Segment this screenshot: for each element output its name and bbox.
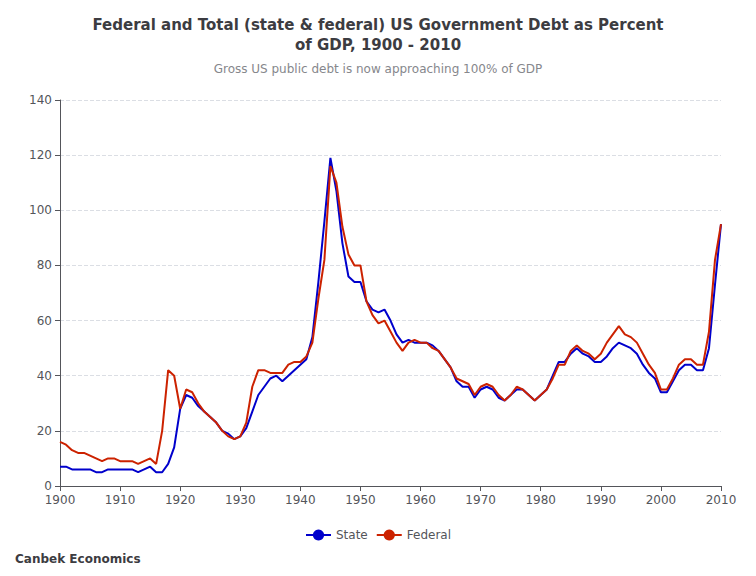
- svg-text:1900: 1900: [45, 493, 76, 507]
- svg-text:1980: 1980: [525, 493, 556, 507]
- svg-text:2000: 2000: [646, 493, 677, 507]
- svg-text:Canbek Economics: Canbek Economics: [15, 552, 141, 566]
- svg-text:100: 100: [29, 203, 52, 217]
- svg-text:80: 80: [37, 258, 52, 272]
- svg-text:1970: 1970: [465, 493, 496, 507]
- svg-text:1930: 1930: [225, 493, 256, 507]
- svg-text:of GDP, 1900 - 2010: of GDP, 1900 - 2010: [295, 36, 461, 54]
- svg-text:Gross US public debt is now ap: Gross US public debt is now approaching …: [214, 62, 543, 76]
- svg-text:Federal and Total (state & fed: Federal and Total (state & federal) US G…: [92, 16, 663, 34]
- svg-text:Federal: Federal: [407, 528, 451, 542]
- svg-text:1920: 1920: [165, 493, 196, 507]
- svg-text:State: State: [336, 528, 368, 542]
- svg-text:1940: 1940: [285, 493, 316, 507]
- svg-text:120: 120: [29, 148, 52, 162]
- svg-text:60: 60: [37, 314, 52, 328]
- svg-text:1960: 1960: [405, 493, 436, 507]
- svg-text:0: 0: [44, 479, 52, 493]
- svg-text:1950: 1950: [345, 493, 376, 507]
- svg-text:1990: 1990: [586, 493, 617, 507]
- svg-text:40: 40: [37, 369, 52, 383]
- svg-text:2010: 2010: [706, 493, 737, 507]
- svg-text:140: 140: [29, 93, 52, 107]
- svg-text:20: 20: [37, 424, 52, 438]
- svg-text:1910: 1910: [105, 493, 136, 507]
